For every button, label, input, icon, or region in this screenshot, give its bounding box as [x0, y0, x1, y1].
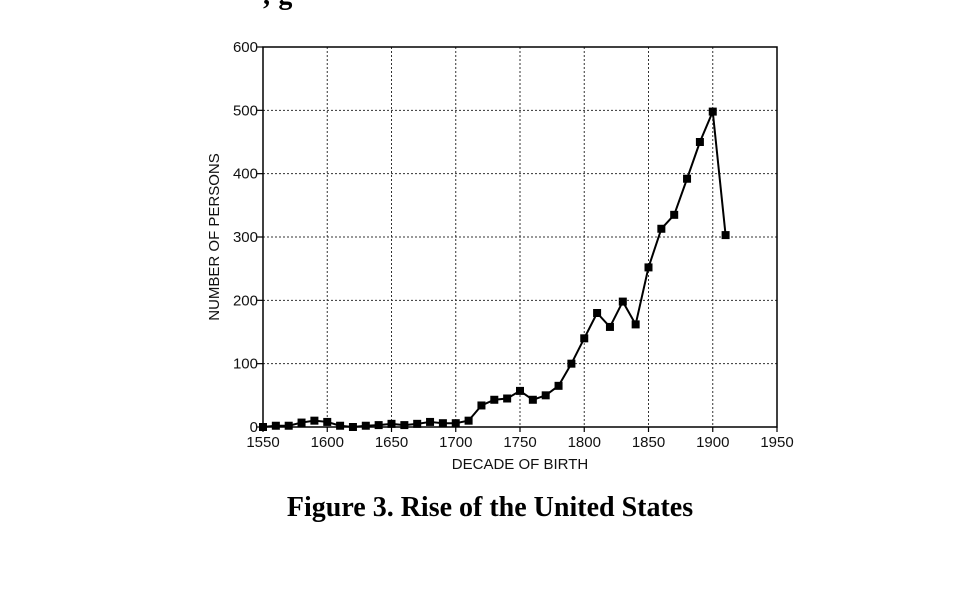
x-tick-label: 1600 — [311, 434, 344, 451]
series-line — [262, 110, 727, 428]
x-tick-label: 1850 — [632, 434, 665, 451]
data-point — [541, 391, 550, 400]
x-tick-label: 1550 — [246, 434, 279, 451]
data-point — [657, 224, 666, 233]
data-point — [387, 419, 396, 428]
cropped-heading-fragment: ; g — [262, 0, 292, 12]
y-axis-title: NUMBER OF PERSONS — [206, 153, 223, 321]
data-point — [336, 421, 345, 430]
x-axis: 1550 1600 1650 1700 1750 1800 1850 1900 1950 — [246, 427, 794, 451]
data-point — [721, 231, 730, 240]
y-tick-label: 500 — [233, 102, 258, 119]
data-point — [361, 421, 370, 430]
data-point — [259, 423, 267, 431]
data-point — [516, 386, 524, 395]
data-point — [683, 174, 692, 183]
data-point — [695, 138, 704, 146]
data-point — [670, 210, 679, 219]
data-point — [297, 418, 306, 427]
x-tick-label: 1700 — [439, 434, 472, 451]
data-point — [593, 309, 602, 317]
data-point — [310, 416, 319, 425]
data-point — [605, 322, 614, 331]
x-tick-label: 1650 — [375, 434, 408, 451]
data-point — [554, 381, 563, 390]
data-point — [528, 395, 537, 404]
data-point — [644, 263, 653, 272]
y-tick-label: 200 — [233, 292, 258, 309]
data-point — [567, 359, 576, 368]
x-axis-title: DECADE OF BIRTH — [452, 456, 588, 473]
y-axis: 0 100 200 300 400 500 600 — [233, 39, 263, 436]
x-tick-label: 1800 — [568, 434, 601, 451]
x-tick-label: 1900 — [696, 434, 729, 451]
data-point — [438, 419, 447, 428]
data-point — [708, 107, 717, 116]
data-point — [477, 401, 486, 410]
y-tick-label: 600 — [233, 39, 258, 56]
data-point — [284, 421, 293, 430]
data-point — [490, 395, 499, 404]
data-point — [400, 421, 409, 430]
data-point — [503, 394, 512, 403]
y-tick-label: 300 — [233, 229, 258, 246]
data-point — [464, 416, 473, 425]
data-point — [323, 417, 332, 426]
data-point — [631, 320, 640, 329]
data-point — [580, 334, 589, 343]
line-chart: 0 100 200 300 400 500 600 1550 1600 1650 1700 1750… — [206, 39, 794, 473]
y-tick-label: 400 — [233, 166, 258, 183]
data-point — [618, 297, 627, 306]
x-tick-label: 1950 — [760, 434, 793, 451]
data-point — [348, 423, 357, 431]
grid-lines — [263, 47, 777, 427]
data-point — [374, 421, 383, 430]
data-point — [271, 421, 280, 430]
data-point — [451, 419, 460, 428]
data-point — [426, 417, 435, 426]
y-tick-label: 100 — [233, 356, 258, 373]
figure-caption: Figure 3. Rise of the United States — [286, 492, 694, 523]
series-layer — [259, 107, 730, 431]
y-tick-label: 0 — [250, 419, 258, 436]
x-tick-label: 1750 — [503, 434, 536, 451]
data-point — [413, 419, 422, 428]
